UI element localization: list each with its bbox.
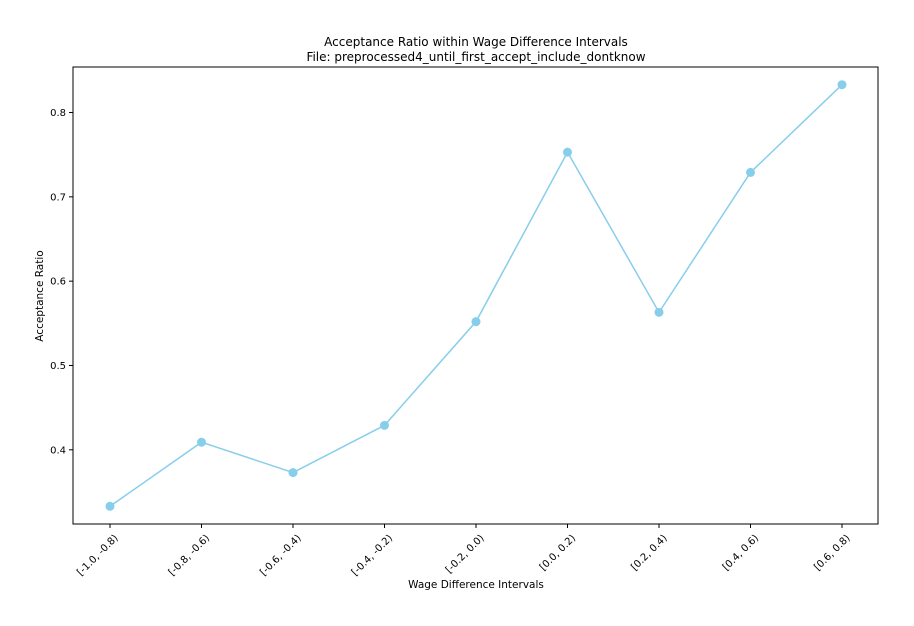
data-point	[746, 167, 755, 177]
x-tick-label: [0.0, 0.2)	[538, 533, 578, 573]
data-point	[288, 468, 298, 478]
y-tick-label: 0.4	[50, 445, 66, 456]
data-point	[654, 307, 664, 317]
x-tick-label: [0.6, 0.8)	[812, 533, 852, 573]
x-tick-label: [-0.6, -0.4)	[258, 533, 303, 578]
y-tick-label: 0.5	[50, 361, 66, 372]
series-line	[109, 84, 843, 507]
y-tick-label: 0.6	[50, 277, 66, 288]
plot-area	[72, 66, 879, 525]
x-axis-label: Wage Difference Intervals	[408, 579, 544, 591]
x-tick-label: [0.4, 0.6)	[721, 533, 761, 573]
y-axis-label: Acceptance Ratio	[34, 250, 46, 341]
data-point	[197, 437, 206, 447]
data-point	[105, 501, 115, 511]
x-tick-label: [-0.2, 0.0)	[444, 533, 487, 576]
y-tick-label: 0.8	[50, 108, 66, 119]
series-markers	[105, 80, 847, 511]
data-point	[471, 317, 481, 327]
y-tick-label: 0.7	[50, 192, 66, 203]
x-tick-label: [-0.4, -0.2)	[350, 533, 395, 578]
x-tick-label: [-0.8, -0.6)	[167, 533, 212, 578]
data-point	[380, 420, 389, 430]
chart-subtitle: File: preprocessed4_until_first_accept_i…	[306, 50, 645, 64]
x-tick-label: [-1.0, -0.8)	[75, 533, 120, 578]
chart-title: Acceptance Ratio within Wage Difference …	[324, 35, 628, 49]
y-axis: 0.4 0.5 0.6 0.7 0.8	[50, 108, 73, 456]
data-point	[837, 80, 847, 90]
x-tick-label: [0.2, 0.4)	[629, 533, 669, 573]
data-point	[563, 147, 572, 157]
x-axis: [-1.0, -0.8) [-0.8, -0.6) [-0.6, -0.4) [-0.…	[75, 524, 853, 578]
